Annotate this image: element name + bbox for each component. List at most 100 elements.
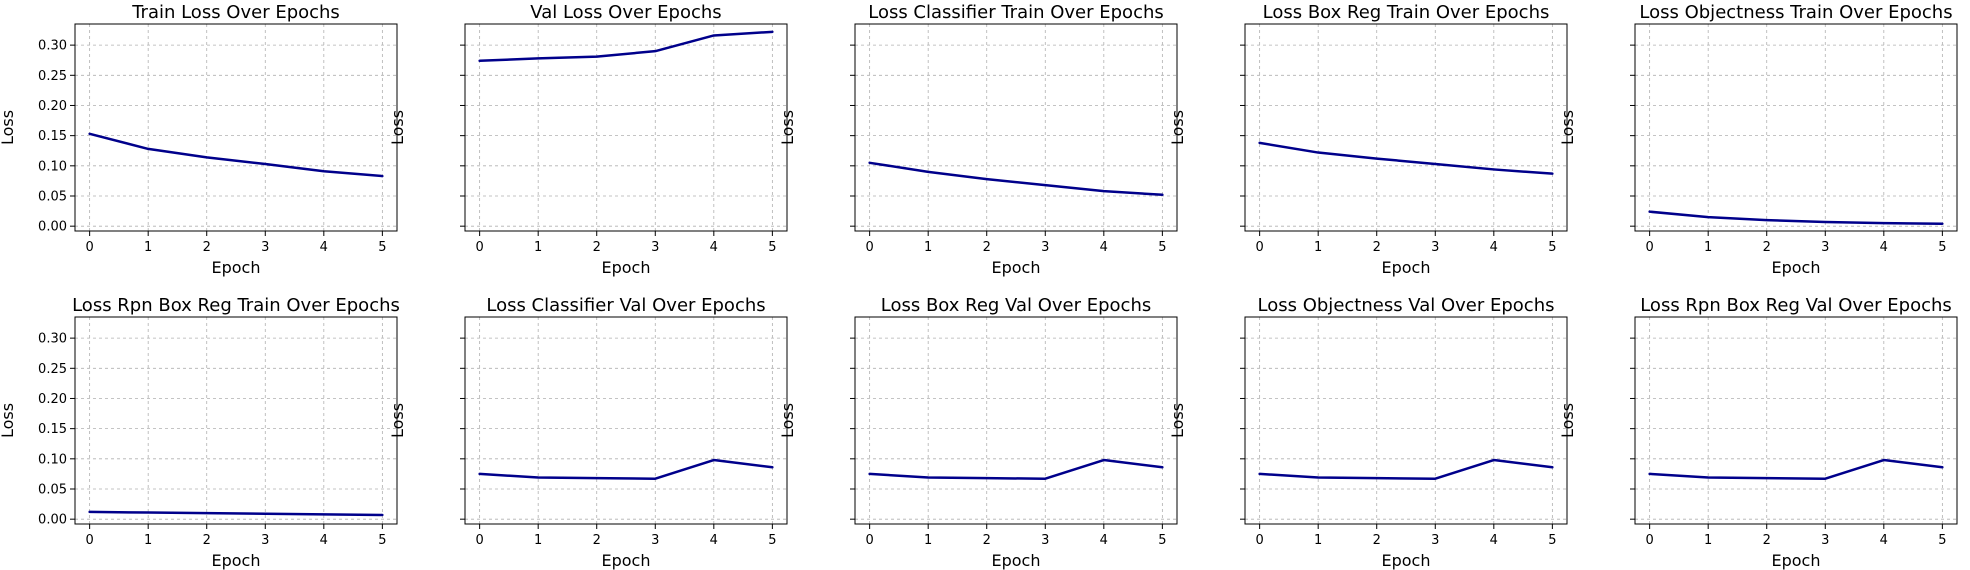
x-tick-label: 0 — [865, 533, 873, 548]
x-tick-label: 5 — [768, 533, 776, 548]
x-tick-label: 5 — [1938, 533, 1946, 548]
chart-title: Loss Box Reg Val Over Epochs — [881, 295, 1151, 316]
x-tick-label: 4 — [1880, 533, 1888, 548]
x-axis-label: Epoch — [1772, 551, 1821, 570]
x-tick-label: 3 — [261, 533, 269, 548]
plot-frame — [464, 23, 788, 232]
x-tick-label: 2 — [1763, 533, 1771, 548]
x-axis-label: Epoch — [212, 551, 261, 570]
x-tick-label: 5 — [768, 240, 776, 255]
chart-panel-4: 0 1 2 3 4 5 Loss Box Reg Train Over Epochs Epoc… — [1168, 2, 1568, 277]
x-tick-label: 4 — [710, 240, 718, 255]
x-tick-label: 3 — [1431, 240, 1439, 255]
x-tick-label: 0 — [475, 240, 483, 255]
plot-frame — [1634, 316, 1958, 525]
x-tick-label: 2 — [593, 533, 601, 548]
x-axis-label: Epoch — [602, 258, 651, 277]
chart-panel-6: 0.00 0.05 0.10 0.15 0.20 0.25 0.30 0 1 2 3 4 5 Loss R… — [0, 295, 400, 570]
x-axis-label: Epoch — [1382, 551, 1431, 570]
y-axis-label: Loss — [1168, 403, 1187, 438]
x-tick-label: 2 — [1763, 240, 1771, 255]
chart-panel-3: 0 1 2 3 4 5 Loss Classifier Train Over Epochs E… — [778, 2, 1178, 277]
x-tick-label: 5 — [1158, 240, 1166, 255]
x-tick-label: 0 — [1645, 533, 1653, 548]
chart-title: Train Loss Over Epochs — [131, 2, 340, 23]
series-line — [868, 458, 1164, 480]
x-axis-label: Epoch — [992, 258, 1041, 277]
series-line — [478, 30, 774, 63]
series-line — [1258, 141, 1554, 175]
chart-title: Loss Box Reg Train Over Epochs — [1263, 2, 1550, 23]
y-tick-label: 0.15 — [38, 129, 67, 144]
x-tick-label: 4 — [320, 533, 328, 548]
x-tick-label: 2 — [1373, 533, 1381, 548]
chart-title: Loss Rpn Box Reg Train Over Epochs — [72, 295, 400, 316]
x-tick-label: 5 — [1548, 240, 1556, 255]
x-tick-label: 2 — [1373, 240, 1381, 255]
y-axis-label: Loss — [1168, 110, 1187, 145]
x-tick-label: 5 — [378, 240, 386, 255]
x-tick-label: 4 — [1490, 533, 1498, 548]
series-line — [478, 458, 774, 480]
x-tick-label: 3 — [651, 240, 659, 255]
x-tick-label: 0 — [85, 533, 93, 548]
series-line — [868, 161, 1164, 197]
x-axis-label: Epoch — [1382, 258, 1431, 277]
chart-panel-9: 0 1 2 3 4 5 Loss Objectness Val Over Epochs Epo… — [1168, 295, 1568, 570]
x-tick-label: 4 — [710, 533, 718, 548]
y-axis-label: Loss — [778, 403, 797, 438]
x-tick-label: 1 — [924, 533, 932, 548]
y-tick-label: 0.25 — [38, 362, 67, 377]
y-axis-label: Loss — [388, 110, 407, 145]
y-tick-label: 0.05 — [38, 482, 67, 497]
x-tick-label: 0 — [1255, 533, 1263, 548]
x-tick-label: 3 — [1041, 240, 1049, 255]
x-tick-label: 4 — [1880, 240, 1888, 255]
chart-title: Loss Objectness Val Over Epochs — [1258, 295, 1555, 316]
x-axis-label: Epoch — [602, 551, 651, 570]
y-tick-label: 0.30 — [38, 39, 67, 54]
y-axis-label: Loss — [0, 110, 17, 145]
series-line — [1648, 458, 1944, 480]
x-tick-label: 3 — [1821, 533, 1829, 548]
x-tick-label: 3 — [1821, 240, 1829, 255]
x-tick-label: 0 — [85, 240, 93, 255]
plot-frame — [74, 316, 398, 525]
x-axis-label: Epoch — [992, 551, 1041, 570]
x-tick-label: 2 — [203, 240, 211, 255]
x-tick-label: 4 — [1100, 240, 1108, 255]
x-tick-label: 4 — [1100, 533, 1108, 548]
y-tick-label: 0.20 — [38, 392, 67, 407]
x-tick-label: 1 — [1704, 533, 1712, 548]
x-tick-label: 5 — [1938, 240, 1946, 255]
x-tick-label: 0 — [1255, 240, 1263, 255]
y-tick-label: 0.15 — [38, 422, 67, 437]
x-tick-label: 2 — [983, 240, 991, 255]
chart-panel-8: 0 1 2 3 4 5 Loss Box Reg Val Over Epochs Epoch L… — [778, 295, 1178, 570]
plot-frame — [854, 23, 1178, 232]
x-tick-label: 5 — [1548, 533, 1556, 548]
y-tick-label: 0.10 — [38, 452, 67, 467]
x-tick-label: 1 — [924, 240, 932, 255]
y-tick-label: 0.00 — [38, 513, 67, 528]
chart-title: Val Loss Over Epochs — [530, 2, 721, 23]
x-tick-label: 2 — [203, 533, 211, 548]
x-tick-label: 4 — [1490, 240, 1498, 255]
plot-frame — [74, 23, 398, 232]
series-line — [88, 510, 384, 517]
y-tick-label: 0.20 — [38, 99, 67, 114]
x-tick-label: 3 — [261, 240, 269, 255]
y-axis-label: Loss — [1558, 403, 1577, 438]
chart-panel-10: 0 1 2 3 4 5 Loss Rpn Box Reg Val Over Epochs Ep… — [1558, 295, 1958, 570]
chart-title: Loss Classifier Val Over Epochs — [486, 295, 765, 316]
x-tick-label: 1 — [534, 533, 542, 548]
y-axis-label: Loss — [778, 110, 797, 145]
x-tick-label: 0 — [475, 533, 483, 548]
x-tick-label: 2 — [983, 533, 991, 548]
y-axis-label: Loss — [0, 403, 17, 438]
chart-panel-7: 0 1 2 3 4 5 Loss Classifier Val Over Epochs Epo… — [388, 295, 788, 570]
chart-panel-1: 0.00 0.05 0.10 0.15 0.20 0.25 0.30 0 1 2 3 4 5 Train … — [0, 2, 398, 277]
y-tick-label: 0.05 — [38, 189, 67, 204]
x-tick-label: 1 — [534, 240, 542, 255]
